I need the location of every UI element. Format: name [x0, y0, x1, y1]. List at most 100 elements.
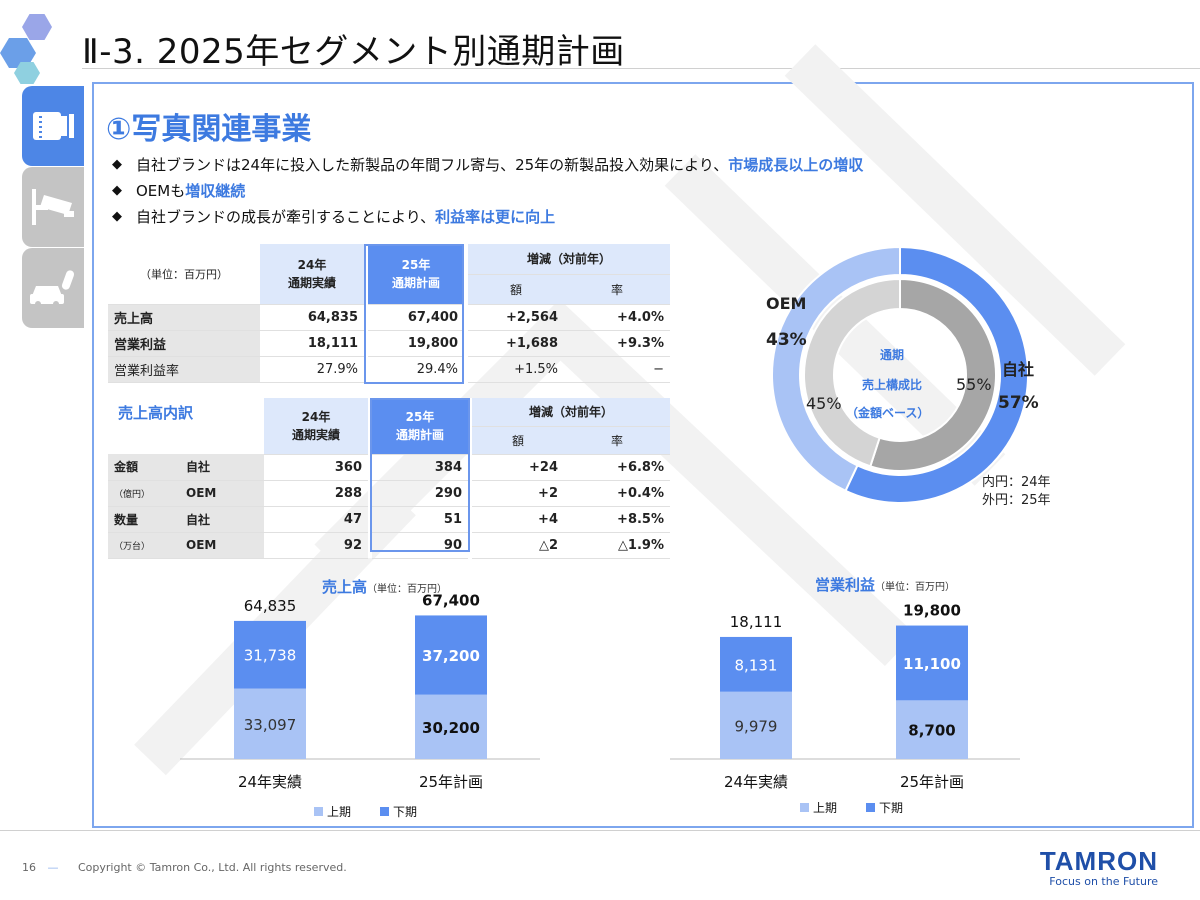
row-label: OEM — [180, 480, 264, 507]
cell-diff: △2 — [472, 532, 564, 559]
donut-inner-own-pct: 55% — [956, 375, 992, 394]
side-tab-automotive[interactable] — [22, 248, 84, 328]
cell-24: 360 — [264, 454, 368, 481]
bar-total-label: 64,835 — [244, 597, 297, 615]
bar-value-label: 30,200 — [422, 719, 480, 737]
security-camera-icon — [32, 189, 74, 225]
x-tick-label: 25年計画 — [419, 773, 483, 791]
footer-divider — [0, 830, 1200, 831]
donut-inner-own-segment — [869, 277, 997, 472]
cell-25: 67,400 — [368, 304, 464, 331]
cell-25: 90 — [372, 532, 468, 559]
bar-segment-second-half — [234, 620, 306, 689]
row-label: 自社 — [180, 506, 264, 533]
side-tab-surveillance[interactable] — [22, 167, 84, 247]
cell-rate: +6.8% — [564, 454, 670, 481]
bullet-highlight: 利益率は更に向上 — [435, 208, 556, 226]
bullet-list: ◆ 自社ブランドは24年に投入した新製品の年間フル寄与、25年の新製品投入効果によ… — [112, 152, 863, 230]
cell-24: 18,111 — [260, 330, 364, 357]
col-header-rate: 率 — [564, 274, 670, 305]
col-header-25: 25年 通期計画 — [372, 398, 468, 455]
profit-chart-title: 営業利益（単位：百万円） — [815, 576, 956, 594]
bullet-text: OEMも — [136, 182, 186, 200]
donut-inner-oem-pct: 45% — [806, 394, 842, 413]
page-title: Ⅱ-3. 2025年セグメント別通期計画 — [82, 32, 625, 72]
bullet-text: 自社ブランドは24年に投入した新製品の年間フル寄与、25年の新製品投入効果により… — [136, 156, 729, 174]
legend-label: 上期 — [813, 801, 837, 815]
footer-dash: — — [47, 861, 59, 874]
donut-outer-own-pct: 57% — [998, 393, 1039, 413]
diamond-bullet-icon: ◆ — [112, 157, 122, 172]
col-header-diff: 増減（対前年） — [472, 398, 670, 427]
row-label: 売上高 — [108, 304, 260, 331]
sales-stacked-bar-chart: 33,097 31,738 64,835 24年実績 30,200 37,200 67,40… — [180, 591, 540, 819]
side-tab-photo[interactable] — [22, 86, 84, 166]
bar-value-label: 37,200 — [422, 647, 480, 665]
logo-tagline: Focus on the Future — [1049, 875, 1158, 888]
donut-own-label: 自社 — [1002, 360, 1035, 379]
bar-segment-first-half — [720, 691, 792, 759]
cell-diff: +24 — [472, 454, 564, 481]
donut-outer-oem-pct: 43% — [766, 330, 807, 350]
bar-segment-second-half — [896, 625, 968, 701]
table-row: 数量 自社 47 51 +4 +8.5% — [108, 506, 670, 533]
cell-diff: +2,564 — [468, 304, 564, 331]
legend-label: 下期 — [879, 801, 903, 815]
donut-center-line1: 通期 — [880, 348, 905, 362]
table-row: 営業利益 18,111 19,800 +1,688 +9.3% — [108, 330, 670, 357]
donut-legend-outer: 外円：25年 — [982, 493, 1051, 508]
legend-swatch — [380, 807, 389, 816]
cell-25: 19,800 — [368, 330, 464, 357]
col-header-24: 24年 通期実績 — [264, 398, 368, 455]
cell-rate: − — [564, 356, 670, 383]
decor-hexagon — [14, 62, 40, 84]
bullet-highlight: 市場成長以上の増収 — [728, 156, 864, 174]
bar-value-label: 8,131 — [735, 656, 778, 674]
group-unit: （億円） — [108, 480, 180, 507]
x-tick-label: 25年計画 — [900, 773, 964, 791]
cell-rate: +9.3% — [564, 330, 670, 357]
donut-outer-oem-segment — [771, 245, 901, 493]
bar-segment-first-half — [415, 694, 487, 759]
bar-total-label: 18,111 — [730, 613, 783, 631]
diamond-bullet-icon: ◆ — [112, 209, 122, 224]
group-label: 金額 — [108, 454, 180, 481]
bar-value-label: 11,100 — [903, 655, 961, 673]
cell-diff: +1,688 — [468, 330, 564, 357]
donut-legend-inner: 内円：24年 — [982, 475, 1051, 490]
legend-label: 上期 — [327, 805, 351, 819]
bar-value-label: 33,097 — [244, 716, 297, 734]
legend-swatch — [800, 803, 809, 812]
cell-diff: +2 — [472, 480, 564, 507]
bar-segment-second-half — [720, 636, 792, 692]
bar-segment-second-half — [415, 615, 487, 695]
table-row: （億円） OEM 288 290 +2 +0.4% — [108, 480, 670, 507]
table-row: （万台） OEM 92 90 △2 △1.9% — [108, 532, 670, 559]
bullet-item: ◆ OEMも 増収継続 — [112, 178, 863, 204]
cell-25: 29.4% — [368, 356, 464, 383]
unit-label: （単位：百万円） — [108, 244, 260, 305]
cell-rate: +0.4% — [564, 480, 670, 507]
bullet-text: 自社ブランドの成長が牽引することにより、 — [136, 208, 436, 226]
row-label: 自社 — [180, 454, 264, 481]
cell-24: 64,835 — [260, 304, 364, 331]
legend-swatch — [314, 807, 323, 816]
cell-rate: +4.0% — [564, 304, 670, 331]
bullet-item: ◆ 自社ブランドの成長が牽引することにより、 利益率は更に向上 — [112, 204, 863, 230]
tamron-logo: TAMRON Focus on the Future — [1040, 846, 1158, 888]
cell-diff: +1.5% — [468, 356, 564, 383]
copyright-text: Copyright © Tamron Co., Ltd. All rights … — [78, 861, 347, 874]
table-row: 営業利益率 27.9% 29.4% +1.5% − — [108, 356, 670, 383]
bar-total-label: 19,800 — [903, 602, 961, 620]
col-header-amount: 額 — [472, 426, 564, 455]
section-title: ①写真関連事業 — [106, 112, 312, 147]
donut-inner-oem-segment — [803, 277, 901, 468]
cell-rate: △1.9% — [564, 532, 670, 559]
table-row: 売上高 64,835 67,400 +2,564 +4.0% — [108, 304, 670, 331]
financial-summary-table: （単位：百万円） 24年 通期実績 25年 通期計画 増減（対前年） 額 率 売上高… — [108, 244, 670, 383]
cell-24: 288 — [264, 480, 368, 507]
group-unit: （万台） — [108, 532, 180, 559]
page-number: 16 — [22, 861, 36, 874]
decor-hexagon — [22, 14, 52, 40]
x-tick-label: 24年実績 — [724, 773, 788, 791]
